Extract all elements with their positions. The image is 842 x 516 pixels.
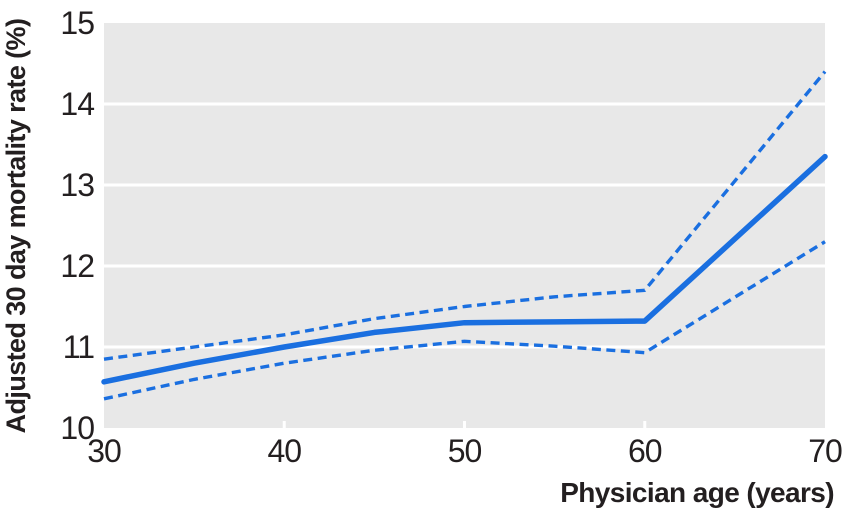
x-tick-label-60: 60 xyxy=(627,433,663,469)
y-tick-label-14: 14 xyxy=(60,86,95,122)
y-tick-label-15: 15 xyxy=(60,5,95,41)
x-tick-label-70: 70 xyxy=(808,433,842,469)
series-ci-upper-line xyxy=(103,70,827,361)
y-tick-label-13: 13 xyxy=(60,167,95,203)
y-tick-label-12: 12 xyxy=(60,248,95,284)
x-axis-title: Physician age (years) xyxy=(560,477,834,508)
y-tick-label-11: 11 xyxy=(62,329,95,365)
x-tick-label-30: 30 xyxy=(87,433,122,469)
series-adjusted-mortality-line xyxy=(101,153,828,385)
x-tick-label-50: 50 xyxy=(447,433,483,469)
series-ci-lower-line xyxy=(103,240,826,401)
y-tick-label-10: 10 xyxy=(60,410,95,446)
x-tick-label-40: 40 xyxy=(267,433,302,469)
plot-background xyxy=(104,23,825,428)
